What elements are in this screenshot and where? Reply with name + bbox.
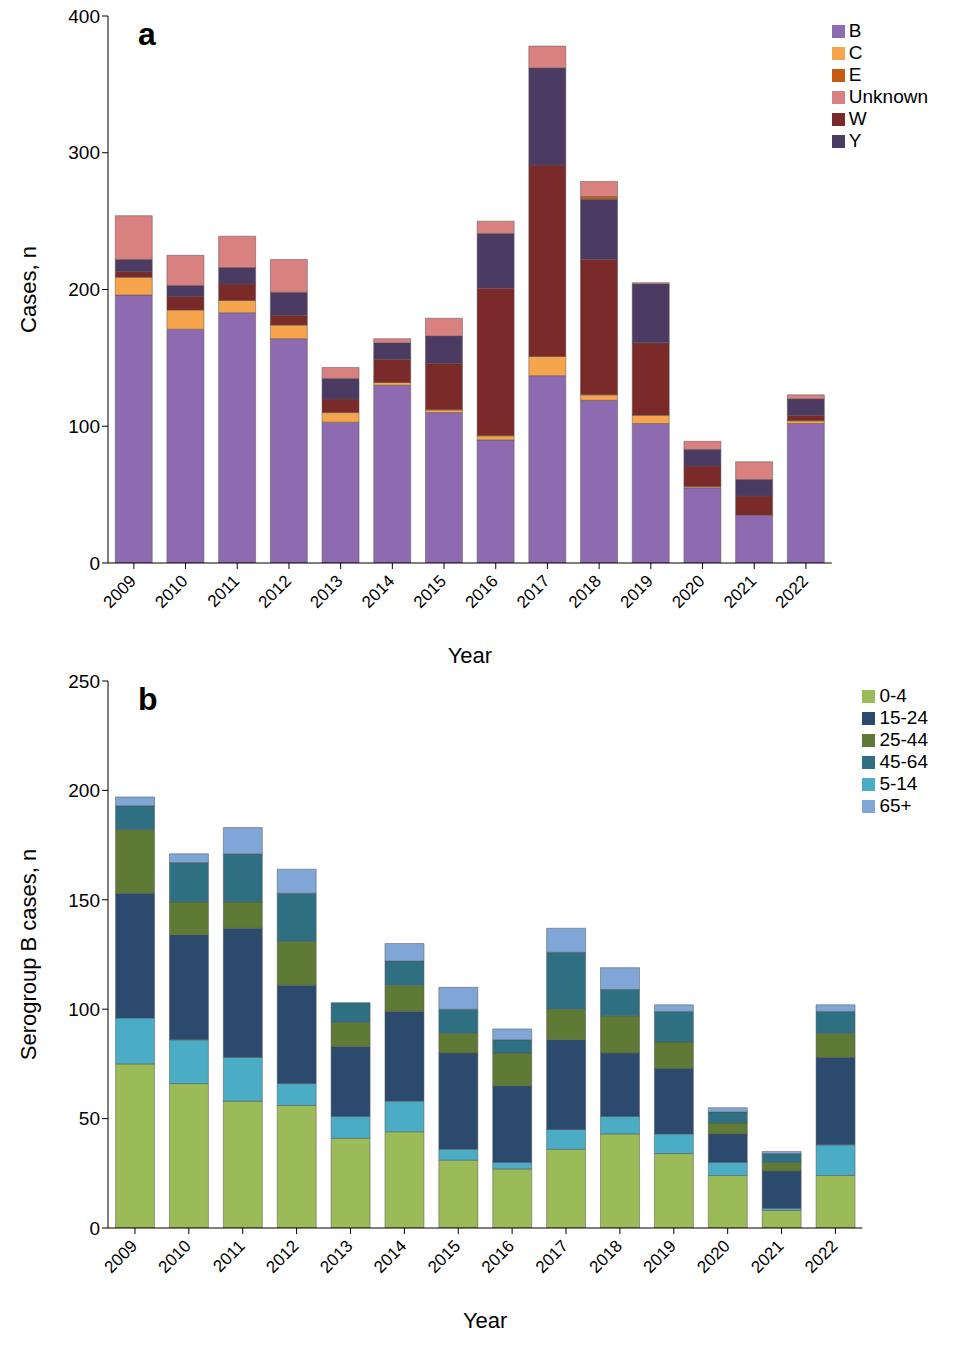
svg-text:2018: 2018 <box>586 1237 626 1277</box>
svg-text:2009: 2009 <box>101 1237 141 1277</box>
html-text:5-14: 5-14 <box>879 773 918 794</box>
html-text:25-44: 25-44 <box>879 729 928 750</box>
svg-text:2019: 2019 <box>640 1237 680 1277</box>
svg-text:300: 300 <box>68 142 100 163</box>
svg-text:0: 0 <box>89 1218 100 1239</box>
svg-text:2014: 2014 <box>358 572 398 612</box>
html-text:B: B <box>848 20 862 41</box>
svg-text:50: 50 <box>79 1108 100 1129</box>
html-text:45-64: 45-64 <box>879 751 928 772</box>
svg-text:2013: 2013 <box>306 572 346 612</box>
svg-text:2010: 2010 <box>155 1237 195 1277</box>
svg-text:2022: 2022 <box>772 572 812 612</box>
svg-text:2011: 2011 <box>209 1237 248 1276</box>
svg-text:2012: 2012 <box>262 1237 302 1277</box>
svg-text:2012: 2012 <box>255 572 295 612</box>
svg-text:Year: Year <box>463 1308 507 1333</box>
svg-text:2011: 2011 <box>204 572 243 611</box>
svg-text:2017: 2017 <box>513 572 553 612</box>
svg-text:2013: 2013 <box>316 1237 356 1277</box>
html-text:E: E <box>848 64 862 85</box>
svg-text:2017: 2017 <box>532 1237 572 1277</box>
svg-text:0: 0 <box>89 553 100 574</box>
svg-text:250: 250 <box>68 673 100 692</box>
svg-text:2009: 2009 <box>100 572 140 612</box>
svg-text:Cases, n: Cases, n <box>16 246 41 333</box>
svg-text:Year: Year <box>448 643 492 668</box>
svg-text:400: 400 <box>68 8 100 27</box>
html-text:65+: 65+ <box>879 795 912 816</box>
svg-text:2016: 2016 <box>462 572 502 612</box>
svg-text:2020: 2020 <box>668 572 708 612</box>
svg-text:2015: 2015 <box>410 572 450 612</box>
svg-text:2022: 2022 <box>801 1237 841 1277</box>
svg-text:2020: 2020 <box>693 1237 733 1277</box>
svg-text:200: 200 <box>68 279 100 300</box>
html-text:0-4: 0-4 <box>879 685 907 706</box>
html-text:15-24: 15-24 <box>879 707 928 728</box>
svg-text:2018: 2018 <box>565 572 605 612</box>
svg-text:2010: 2010 <box>151 572 191 612</box>
svg-text:2021: 2021 <box>747 1237 787 1277</box>
svg-text:200: 200 <box>68 780 100 801</box>
html-text:Y: Y <box>848 130 862 151</box>
html-text:b: b <box>138 681 158 717</box>
svg-text:2016: 2016 <box>478 1237 518 1277</box>
html-text:a: a <box>138 16 156 52</box>
svg-text:2014: 2014 <box>370 1237 410 1277</box>
svg-text:2019: 2019 <box>617 572 657 612</box>
svg-text:150: 150 <box>68 890 100 911</box>
html-text:Unknown: Unknown <box>848 86 928 107</box>
svg-text:Serogroup B cases, n: Serogroup B cases, n <box>16 849 41 1061</box>
html-text:C: C <box>848 42 863 63</box>
svg-text:100: 100 <box>68 416 100 437</box>
svg-text:2015: 2015 <box>424 1237 464 1277</box>
svg-text:100: 100 <box>68 999 100 1020</box>
svg-text:2021: 2021 <box>720 572 760 612</box>
html-text:W: W <box>848 108 867 129</box>
